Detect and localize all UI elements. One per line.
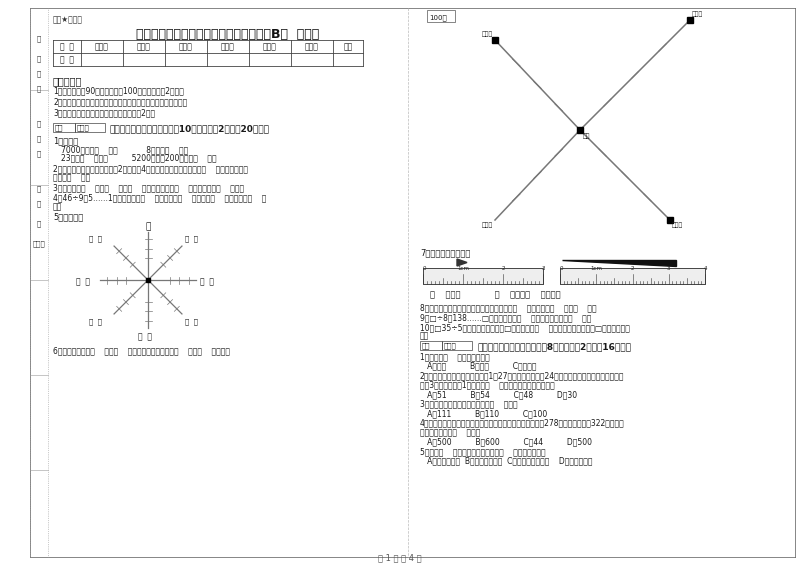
Text: 判断题: 判断题 xyxy=(179,42,193,51)
Text: 综合题: 综合题 xyxy=(263,42,277,51)
Bar xyxy=(420,341,442,350)
Text: A．一定          B．可能          C．不可能: A．一定 B．可能 C．不可能 xyxy=(420,362,537,371)
Text: 号: 号 xyxy=(37,85,41,92)
Text: 1．换算。: 1．换算。 xyxy=(53,136,78,145)
Text: 计算题: 计算题 xyxy=(221,42,235,51)
Text: 8．在进位加法中，不管哪一位上的数相加满（    ），都要向（    ）进（    ）。: 8．在进位加法中，不管哪一位上的数相加满（ ），都要向（ ）进（ ）。 xyxy=(420,303,597,312)
Text: 得分: 得分 xyxy=(55,124,63,131)
Text: 得  分: 得 分 xyxy=(60,55,74,64)
Text: 小明家: 小明家 xyxy=(692,11,703,16)
Text: 2．请首先按要求在试卷的指定位置填写您的姓名、班级、学号。: 2．请首先按要求在试卷的指定位置填写您的姓名、班级、学号。 xyxy=(53,97,187,106)
Text: 2．劳动课上做纸花，红红做了2朵纸花，4朵蓝花。红花占纸花总数的（    ），蓝花占纸花: 2．劳动课上做纸花，红红做了2朵纸花，4朵蓝花。红花占纸花总数的（ ），蓝花占纸… xyxy=(53,164,248,173)
Text: 6．小红家在学校（    ）方（    ）米处；小明家在学校（    ）方（    ）米处。: 6．小红家在学校（ ）方（ ）米处；小明家在学校（ ）方（ ）米处。 xyxy=(53,346,230,355)
Text: 学校: 学校 xyxy=(583,133,590,138)
Text: 班: 班 xyxy=(37,150,41,157)
Text: 0: 0 xyxy=(422,266,426,271)
Text: 校: 校 xyxy=(37,220,41,227)
Text: 9．□÷8＝138……□，余数最大填（    ），这时被除数是（    ）。: 9．□÷8＝138……□，余数最大填（ ），这时被除数是（ ）。 xyxy=(420,313,591,322)
Text: 4．46÷9＝5……1中，被除数是（    ），除数是（    ），商是（    ），余数是（    ）: 4．46÷9＝5……1中，被除数是（ ），除数是（ ），商是（ ），余数是（ ） xyxy=(53,193,266,202)
Bar xyxy=(53,123,75,132)
Text: 5．明天（    ）会下雨，今天下午我（    ）游遍全世界。: 5．明天（ ）会下雨，今天下午我（ ）游遍全世界。 xyxy=(420,447,546,456)
Bar xyxy=(560,268,705,284)
Text: 1．考试时间：90分钟，满分为100分（含卷面分2分）。: 1．考试时间：90分钟，满分为100分（含卷面分2分）。 xyxy=(53,86,184,95)
Text: 总分: 总分 xyxy=(343,42,353,51)
Text: A．111          B．110          C．100: A．111 B．110 C．100 xyxy=(420,409,547,418)
Text: （章）: （章） xyxy=(33,240,46,246)
Text: （  ）: （ ） xyxy=(185,236,198,242)
Text: （    ）毫米             （    ）厘米（    ）毫米。: （ ）毫米 （ ）厘米（ ）毫米。 xyxy=(430,290,561,299)
Text: 1cm: 1cm xyxy=(457,266,469,271)
Text: A．一定，可能  B．可能，不可能  C．不可能，不可能    D．可能，可能: A．一定，可能 B．可能，不可能 C．不可能，不可能 D．可能，可能 xyxy=(420,457,593,466)
Text: 10．□35÷5，要使商是两位数，□里最大可填（    ）；要使商是三位数，□里最小应填（: 10．□35÷5，要使商是两位数，□里最大可填（ ）；要使商是三位数，□里最小应… xyxy=(420,323,630,332)
Text: 7．量出钉子的长度。: 7．量出钉子的长度。 xyxy=(420,248,470,257)
Text: 评卷人: 评卷人 xyxy=(77,124,90,131)
Text: 学: 学 xyxy=(37,200,41,207)
Text: 2．学校开设两个兴趣小组，三（1）27人参加书画小组，24人参加棋艺小组，两个小组都参加: 2．学校开设两个兴趣小组，三（1）27人参加书画小组，24人参加棋艺小组，两个小… xyxy=(420,371,625,380)
Text: 第 1 页 共 4 页: 第 1 页 共 4 页 xyxy=(378,553,422,562)
Text: A．500          B．600          C．44          D．500: A．500 B．600 C．44 D．500 xyxy=(420,437,592,446)
Text: （  ）: （ ） xyxy=(90,319,102,325)
Text: 证: 证 xyxy=(37,70,41,77)
Polygon shape xyxy=(457,259,467,266)
Text: 二、反复比较，慎重选择（共8小题，每题2分，共16分）。: 二、反复比较，慎重选择（共8小题，每题2分，共16分）。 xyxy=(477,342,631,351)
Text: （  ）: （ ） xyxy=(90,236,102,242)
Text: 1cm: 1cm xyxy=(590,266,602,271)
Text: 考: 考 xyxy=(37,55,41,62)
Text: 考试须知：: 考试须知： xyxy=(53,76,82,86)
Text: 4: 4 xyxy=(703,266,706,271)
Polygon shape xyxy=(562,260,676,266)
Text: 小红家: 小红家 xyxy=(482,31,493,37)
Text: 北: 北 xyxy=(146,222,150,231)
Text: 0: 0 xyxy=(559,266,562,271)
Text: 小青家: 小青家 xyxy=(672,222,683,228)
Text: 100米: 100米 xyxy=(429,14,446,20)
Text: 姓: 姓 xyxy=(37,120,41,127)
Text: 3．不要在试卷上乱写乱画，卷面不整洁扣2分。: 3．不要在试卷上乱写乱画，卷面不整洁扣2分。 xyxy=(53,108,155,117)
Text: 题  号: 题 号 xyxy=(60,42,74,51)
Text: 3: 3 xyxy=(667,266,670,271)
Text: 的有3人，那么三（1）一共有（    ）人参了书画和棋艺小组。: 的有3人，那么三（1）一共有（ ）人参了书画和棋艺小组。 xyxy=(420,380,554,389)
Text: 应用题: 应用题 xyxy=(305,42,319,51)
Text: 广州新电视塔高（    ）米。: 广州新电视塔高（ ）米。 xyxy=(420,428,480,437)
Text: 3．你出生于（    ）年（    ）月（    ）日，那一年是（    ）年，全年有（    ）天。: 3．你出生于（ ）年（ ）月（ ）日，那一年是（ ）年，全年有（ ）天。 xyxy=(53,183,244,192)
Text: （  ）: （ ） xyxy=(200,277,214,286)
Text: 评卷人: 评卷人 xyxy=(444,342,457,349)
Text: 填空题: 填空题 xyxy=(95,42,109,51)
Text: 总数的（    ）。: 总数的（ ）。 xyxy=(53,173,90,182)
Text: （  ）: （ ） xyxy=(76,277,90,286)
Text: ）。: ）。 xyxy=(420,331,430,340)
Text: 1．四边形（    ）平行四边形。: 1．四边形（ ）平行四边形。 xyxy=(420,352,490,361)
Text: 4．广州新电视塔是广州市目前最高的建筑，它比中信大厦高278米，中信大厦高322米，那么: 4．广州新电视塔是广州市目前最高的建筑，它比中信大厦高278米，中信大厦高322… xyxy=(420,419,625,428)
Text: 2: 2 xyxy=(630,266,634,271)
Text: 名: 名 xyxy=(37,135,41,142)
Text: ）。: ）。 xyxy=(53,202,62,211)
Text: A．51          B．54          C．48          D．30: A．51 B．54 C．48 D．30 xyxy=(420,390,577,399)
Bar xyxy=(427,10,455,22)
Text: 3: 3 xyxy=(542,266,545,271)
Text: 一、用心思考，正确填空（共10小题，每题2分，共20分）。: 一、用心思考，正确填空（共10小题，每题2分，共20分）。 xyxy=(109,124,269,133)
Text: 7000千克＝（    ）吨            8千克＝（    ）克: 7000千克＝（ ）吨 8千克＝（ ）克 xyxy=(61,145,188,154)
Text: 23吨＝（    ）千克          5200千克－200千克＝（    ）吨: 23吨＝（ ）千克 5200千克－200千克＝（ ）吨 xyxy=(61,153,217,162)
Text: 选择题: 选择题 xyxy=(137,42,151,51)
Text: 5．填一填。: 5．填一填。 xyxy=(53,212,83,221)
Text: 小林家: 小林家 xyxy=(482,222,493,228)
Text: 题库★应用题: 题库★应用题 xyxy=(53,15,83,24)
Text: 2: 2 xyxy=(502,266,505,271)
Text: 得分: 得分 xyxy=(422,342,430,349)
Text: （  ）: （ ） xyxy=(138,332,152,341)
Bar xyxy=(75,123,105,132)
Bar xyxy=(423,268,543,284)
Text: 3．最大的三位数是最大一位数的（    ）倍。: 3．最大的三位数是最大一位数的（ ）倍。 xyxy=(420,399,518,408)
Text: 级: 级 xyxy=(37,185,41,192)
Bar xyxy=(442,341,472,350)
Text: （  ）: （ ） xyxy=(185,319,198,325)
Text: 准: 准 xyxy=(37,35,41,42)
Text: 苏教版三年级数学【上册】期末考试试卷B卷  附解析: 苏教版三年级数学【上册】期末考试试卷B卷 附解析 xyxy=(136,28,320,41)
